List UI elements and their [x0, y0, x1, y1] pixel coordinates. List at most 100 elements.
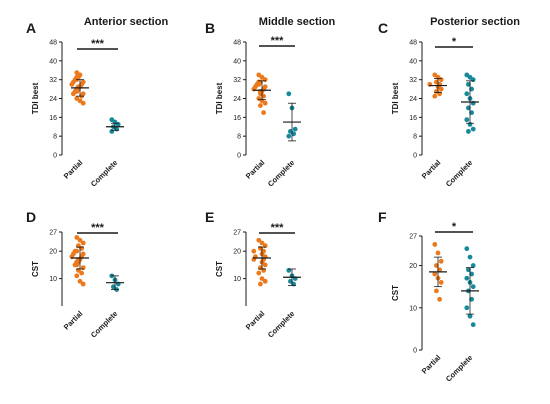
data-point-complete: [286, 133, 292, 139]
panel-letter: D: [26, 209, 36, 225]
y-axis-label: TDI best: [31, 82, 40, 114]
data-point-partial: [80, 100, 86, 106]
category-label-complete: Complete: [89, 309, 120, 340]
category-label-complete: Complete: [266, 158, 297, 189]
category-label-complete: Complete: [444, 353, 475, 384]
panel-letter: F: [378, 209, 387, 225]
panel-f: F 0 10 20 27 CST Partial Complete *: [378, 209, 479, 384]
data-point-partial: [438, 258, 444, 264]
data-point-complete: [466, 105, 471, 111]
y-tick-label: 48: [409, 40, 417, 47]
y-tick-label: 0: [413, 348, 417, 355]
data-point-complete: [464, 305, 470, 311]
data-point-partial: [262, 278, 268, 284]
data-point-complete: [470, 126, 476, 132]
data-point-partial: [432, 93, 438, 99]
panel-b: B Middle section 0 8 16 24 32 40 48 TDI best Parti…: [205, 16, 335, 189]
panel-c: C Posterior section 0 8 16 24 32 40 48 TDI best Pa…: [378, 16, 520, 189]
significance-label: ***: [91, 38, 105, 50]
data-point-partial: [80, 281, 86, 287]
data-point-partial: [74, 235, 80, 240]
category-label-partial: Partial: [420, 158, 443, 181]
category-label-partial: Partial: [420, 353, 443, 376]
data-point-partial: [434, 263, 439, 268]
y-tick-label: 10: [409, 305, 417, 312]
data-point-complete: [292, 126, 298, 132]
data-point-complete: [469, 110, 474, 116]
y-axis-label: CST: [31, 261, 40, 277]
data-point-partial: [256, 270, 262, 276]
panel-a: A Anterior section 0 8 16 24 32 40 48 TDI best Par…: [26, 16, 168, 189]
y-tick-label: 0: [413, 153, 417, 160]
data-point-partial: [262, 262, 268, 268]
y-tick-label: 20: [233, 249, 241, 256]
panel-letter: B: [205, 20, 215, 36]
y-tick-label: 32: [49, 77, 57, 84]
data-point-complete: [286, 91, 292, 97]
y-tick-label: 48: [233, 40, 241, 47]
data-point-partial: [262, 100, 268, 106]
data-point-partial: [261, 93, 266, 99]
y-axis-label: CST: [215, 261, 224, 277]
data-point-complete: [464, 275, 470, 281]
data-point-complete: [464, 91, 470, 97]
data-point-partial: [259, 276, 265, 281]
y-tick-label: 8: [237, 134, 241, 141]
data-point-complete: [470, 77, 476, 83]
panel-letter: A: [26, 20, 36, 36]
data-point-partial: [77, 278, 83, 284]
data-point-partial: [432, 242, 438, 247]
data-point-complete: [291, 131, 296, 137]
data-point-partial: [259, 240, 265, 246]
data-point-complete: [470, 322, 476, 328]
category-label-partial: Partial: [62, 309, 85, 332]
data-point-partial: [71, 91, 76, 97]
y-tick-label: 8: [413, 134, 417, 141]
data-point-complete: [466, 267, 471, 273]
y-axis-label: TDI best: [215, 82, 224, 114]
data-point-complete: [109, 129, 115, 134]
significance-label: ***: [91, 222, 105, 234]
data-point-complete: [470, 263, 476, 268]
y-tick-label: 16: [49, 115, 57, 122]
panel-title: Posterior section: [430, 16, 520, 28]
y-tick-label: 40: [233, 58, 241, 65]
panel-letter: E: [205, 209, 214, 225]
y-tick-label: 24: [233, 96, 241, 103]
y-tick-label: 20: [49, 249, 57, 256]
y-tick-label: 20: [409, 263, 417, 270]
data-point-complete: [115, 121, 121, 127]
data-point-complete: [466, 129, 471, 134]
data-point-partial: [251, 248, 257, 254]
y-axis-label: CST: [391, 285, 400, 301]
category-label-partial: Partial: [244, 158, 267, 181]
data-point-complete: [464, 117, 470, 123]
y-tick-label: 16: [233, 115, 241, 122]
y-tick-label: 32: [233, 77, 241, 84]
panel-title: Middle section: [259, 16, 336, 28]
y-tick-label: 8: [53, 134, 57, 141]
y-tick-label: 24: [49, 96, 57, 103]
y-tick-label: 27: [233, 230, 241, 237]
y-tick-label: 40: [49, 58, 57, 65]
y-tick-label: 48: [49, 40, 57, 47]
data-point-partial: [258, 281, 263, 287]
y-tick-label: 0: [237, 153, 241, 160]
y-tick-label: 27: [409, 234, 417, 241]
y-tick-label: 27: [49, 230, 57, 237]
data-point-complete: [469, 271, 474, 277]
data-point-partial: [434, 288, 439, 294]
data-point-complete: [464, 246, 470, 252]
category-label-partial: Partial: [62, 158, 85, 181]
category-label-complete: Complete: [444, 158, 475, 189]
data-point-partial: [261, 110, 266, 116]
data-point-complete: [467, 313, 473, 319]
significance-label: *: [452, 221, 457, 233]
y-tick-label: 24: [409, 96, 417, 103]
significance-label: ***: [271, 35, 285, 47]
y-tick-label: 16: [409, 115, 417, 122]
y-tick-label: 0: [53, 153, 57, 160]
panel-e: E 10 20 27 CST Partial Complete ***: [205, 209, 301, 340]
data-point-partial: [437, 267, 442, 273]
